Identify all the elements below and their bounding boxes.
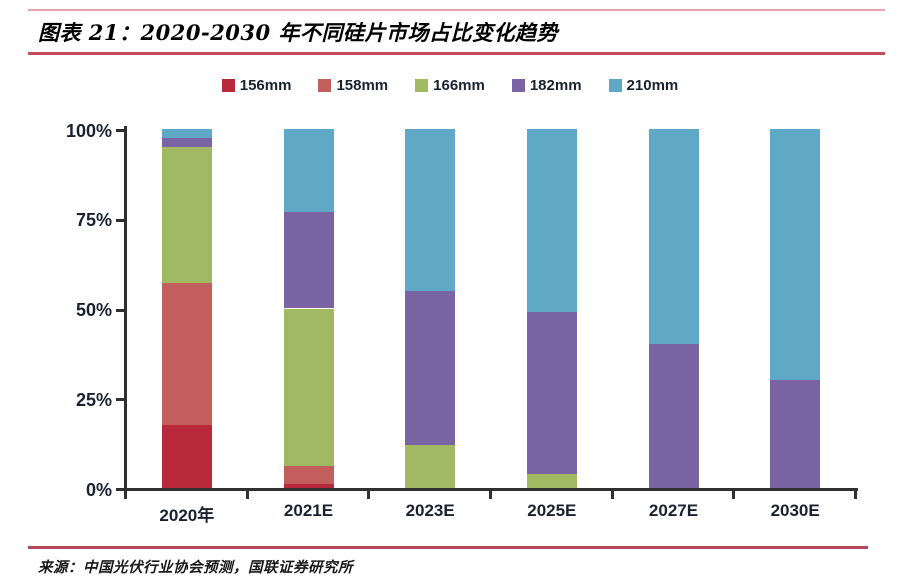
bar-segment-210mm	[648, 129, 699, 345]
x-label-2027E: 2027E	[648, 501, 699, 520]
chart-title: 图表 21：2020-2030 年不同硅片市场占比变化趋势	[38, 20, 558, 45]
x-axis-tick	[732, 491, 736, 499]
source-divider-line	[28, 546, 868, 549]
x-label-2030E: 2030E	[770, 501, 820, 520]
legend-item-210mm: 210mm	[608, 77, 679, 94]
legend-label: 166mm	[433, 77, 485, 94]
y-tick-label: 50%	[75, 300, 112, 320]
legend-label: 182mm	[529, 77, 582, 94]
x-label-2023E: 2023E	[405, 501, 455, 520]
y-axis-tick	[116, 218, 124, 222]
bar-segment-156mm	[161, 425, 212, 488]
bar-segment-210mm	[161, 129, 212, 138]
bar-segment-182mm	[283, 211, 334, 309]
y-tick-label: 25%	[75, 389, 112, 410]
bar-segment-182mm	[526, 312, 577, 474]
x-label-2025E: 2025E	[527, 501, 577, 520]
y-axis-tick	[116, 398, 124, 402]
x-axis-tick	[489, 491, 492, 499]
x-axis-tick	[854, 491, 857, 499]
x-label-2020年: 2020年	[159, 506, 215, 525]
bar-segment-166mm	[161, 146, 212, 284]
bar-segment-182mm	[405, 290, 456, 445]
bar-segment-166mm	[283, 308, 334, 467]
bar-segment-210mm	[770, 129, 821, 381]
bar-segment-156mm	[283, 484, 334, 488]
bar-segment-158mm	[283, 466, 334, 485]
legend-item-182mm: 182mm	[511, 77, 582, 94]
x-axis-tick	[610, 491, 614, 499]
y-axis-tick	[116, 488, 124, 491]
y-tick-label: 0%	[85, 479, 112, 500]
y-axis-tick	[116, 129, 124, 132]
y-axis-tick	[116, 308, 124, 312]
x-axis-line	[124, 488, 858, 491]
bar-segment-210mm	[283, 129, 334, 212]
legend-swatch-182mm	[511, 79, 525, 92]
source-text: 来源：中国光伏行业协会预测，国联证券研究所	[38, 559, 353, 576]
legend-item-166mm: 166mm	[415, 77, 485, 94]
legend-label: 158mm	[336, 77, 389, 94]
top-border-line	[28, 9, 885, 11]
y-tick-label: 75%	[75, 210, 112, 231]
bar-segment-166mm	[526, 473, 577, 488]
x-axis-tick	[367, 491, 371, 499]
bar-segment-182mm	[770, 380, 821, 488]
legend-label: 210mm	[626, 77, 679, 94]
x-label-2021E: 2021E	[283, 501, 334, 520]
bar-segment-182mm	[648, 344, 699, 488]
bar-segment-210mm	[405, 129, 456, 291]
legend-item-158mm: 158mm	[318, 77, 388, 94]
legend-swatch-156mm	[221, 79, 235, 92]
x-axis-tick	[124, 491, 127, 499]
bar-segment-166mm	[405, 444, 456, 488]
y-tick-label: 100%	[65, 120, 112, 141]
legend-item-156mm: 156mm	[221, 77, 292, 94]
bar-segment-158mm	[161, 283, 212, 426]
x-axis-tick	[245, 491, 249, 499]
legend: 156mm 158mm 166mm 182mm 210mm	[0, 77, 900, 94]
legend-swatch-166mm	[415, 79, 429, 92]
bar-segment-182mm	[161, 137, 212, 147]
legend-swatch-210mm	[608, 79, 622, 92]
y-axis-line	[124, 126, 127, 491]
legend-label: 156mm	[239, 77, 292, 94]
legend-swatch-158mm	[318, 79, 332, 92]
title-underline	[28, 52, 885, 55]
bar-segment-210mm	[526, 129, 577, 313]
